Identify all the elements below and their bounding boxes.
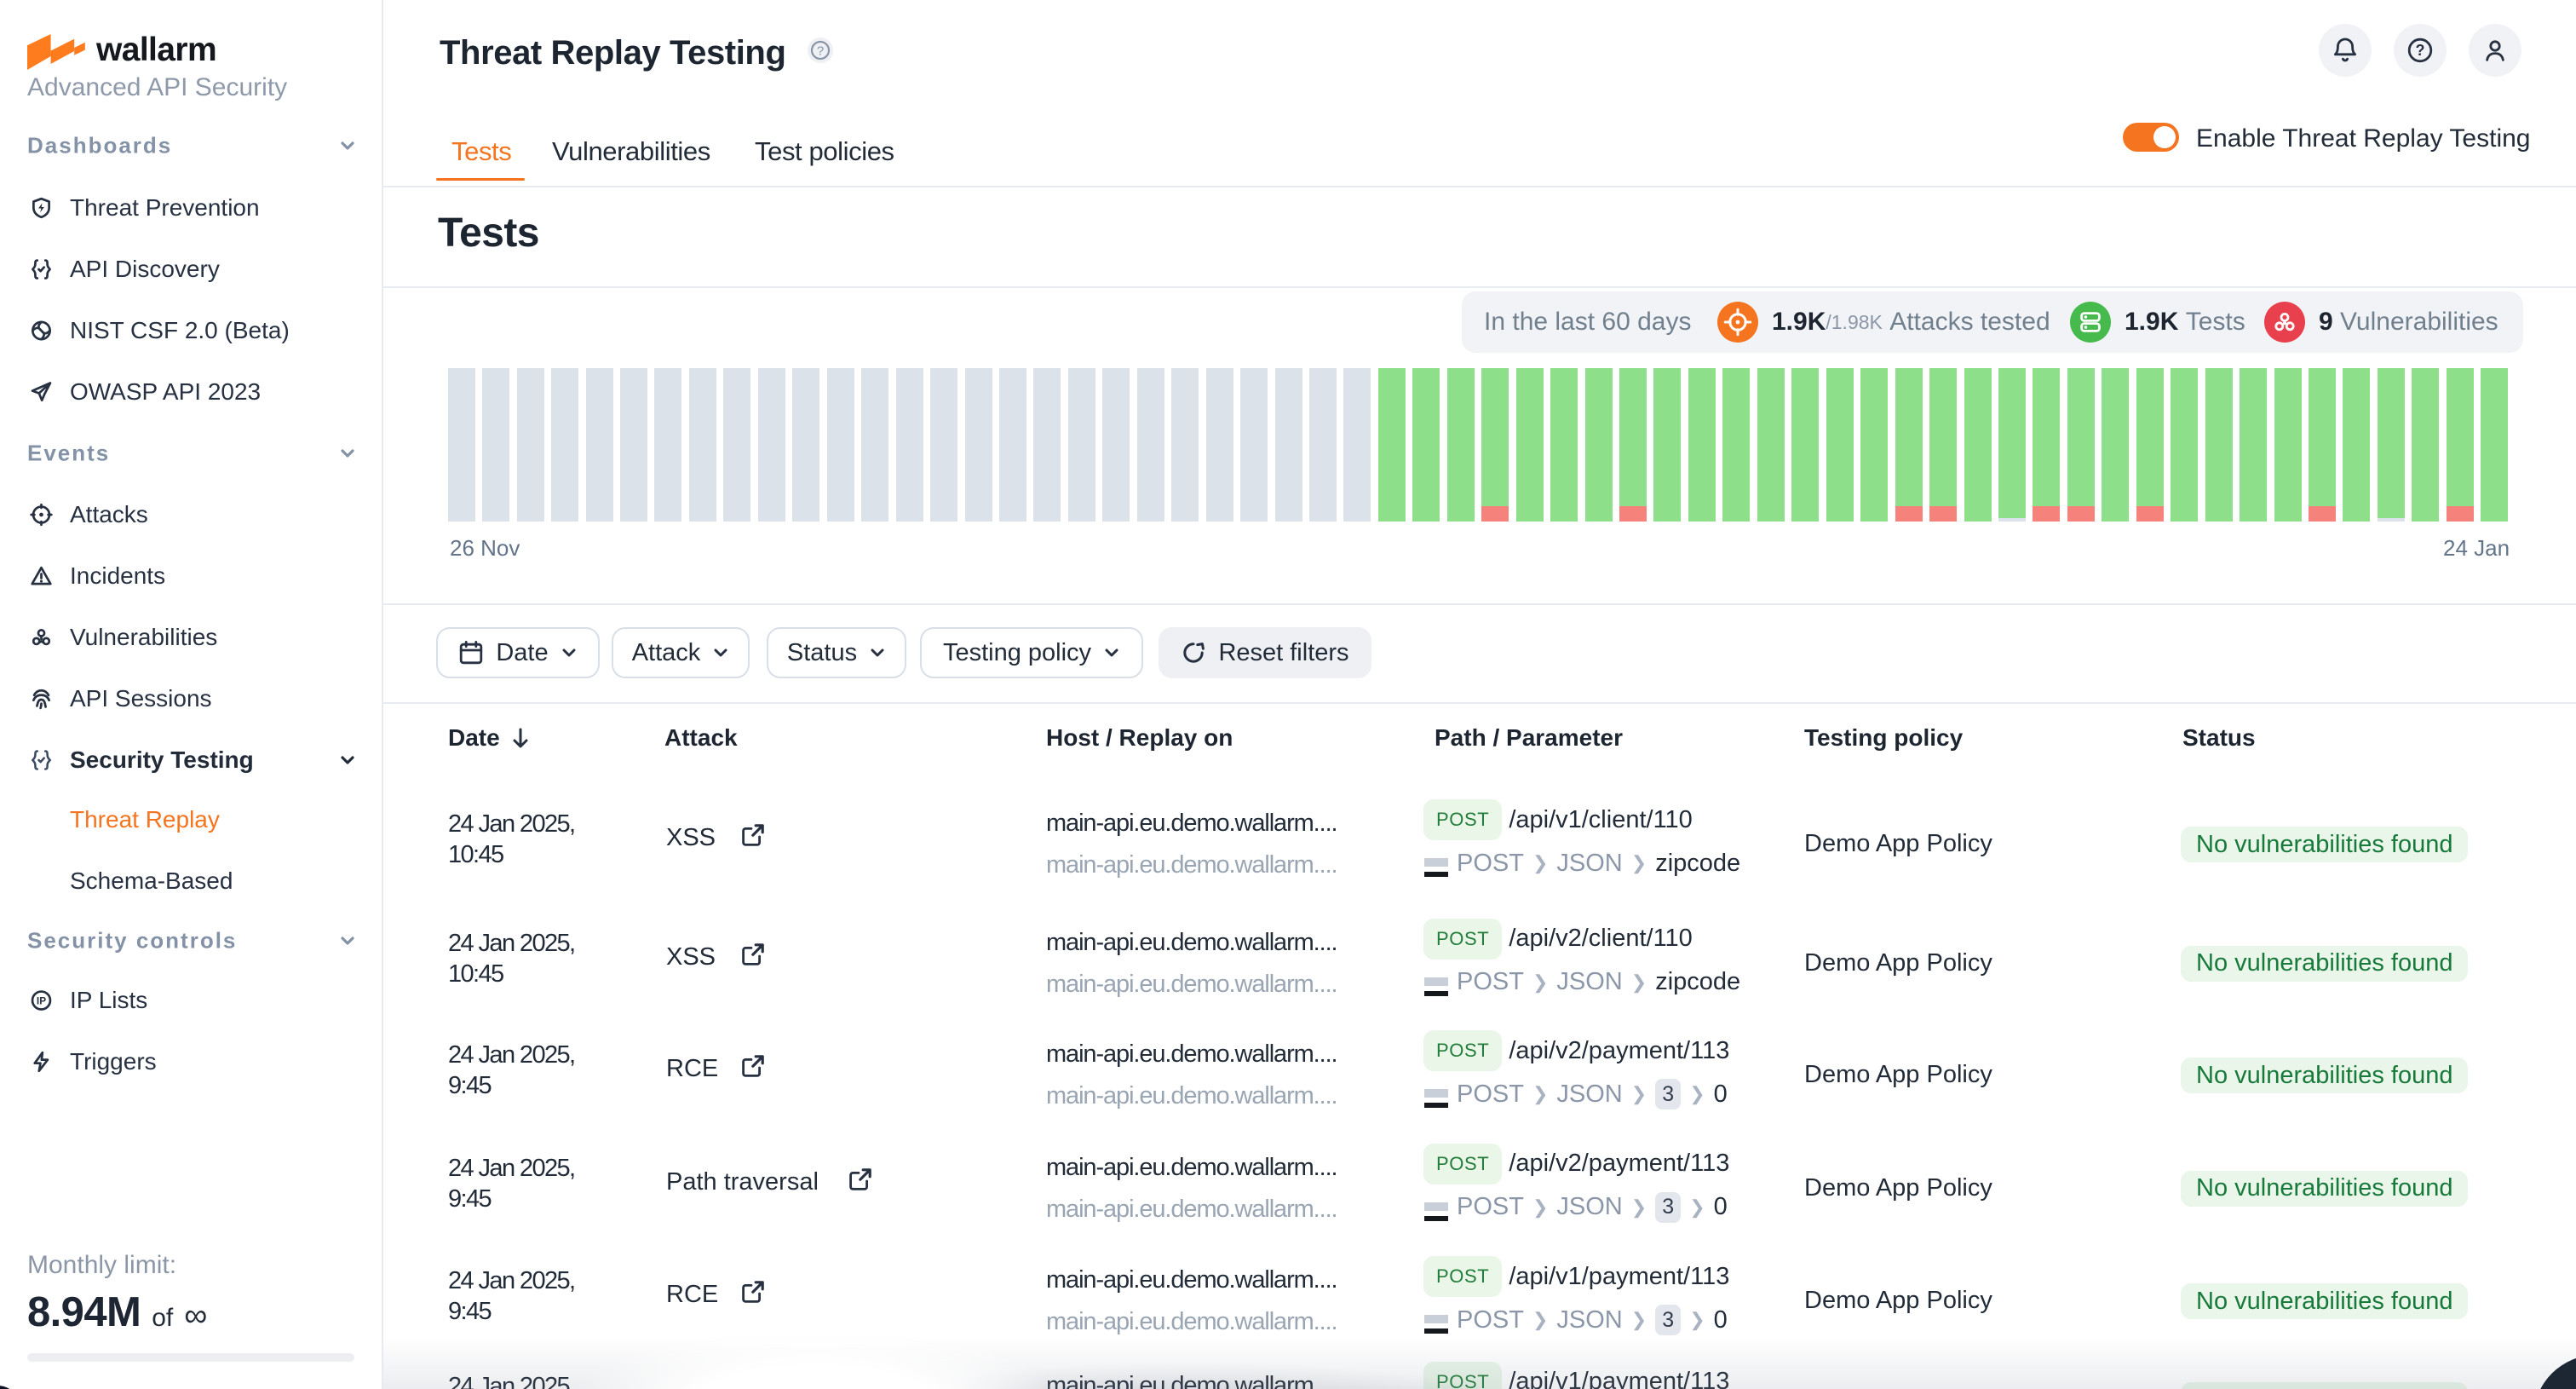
- svg-text:?: ?: [2416, 42, 2425, 59]
- svg-text:?: ?: [817, 43, 824, 58]
- svg-text:IP: IP: [37, 994, 46, 1006]
